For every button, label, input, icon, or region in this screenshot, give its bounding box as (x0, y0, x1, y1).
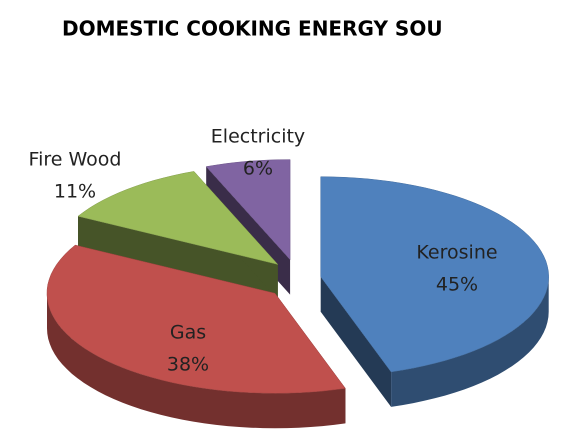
slice (320, 176, 549, 373)
slice (46, 244, 346, 394)
slice (77, 171, 279, 265)
category-label: Fire Wood (29, 149, 122, 171)
slice (205, 159, 291, 261)
value-label: 45% (436, 274, 478, 296)
value-label: 38% (167, 354, 209, 376)
slice-side (78, 216, 278, 300)
category-label: Gas (170, 322, 206, 344)
chart-title: DOMESTIC COOKING ENERGY SOU (62, 17, 443, 41)
value-label: 6% (243, 158, 273, 180)
category-label: Electricity (211, 126, 305, 148)
slice-wall (47, 293, 346, 429)
value-label: 11% (54, 181, 96, 203)
slice-side (320, 276, 392, 407)
category-label: Kerosine (416, 242, 497, 264)
slice-wall (391, 276, 549, 407)
